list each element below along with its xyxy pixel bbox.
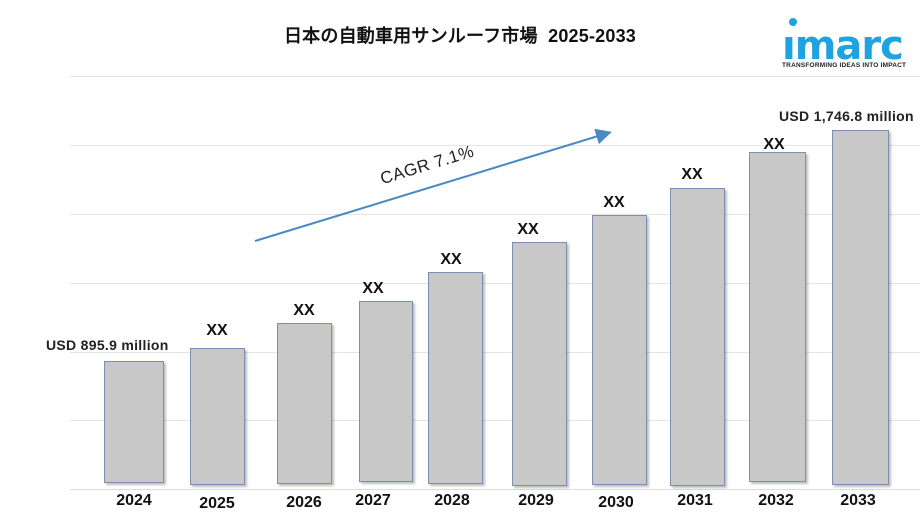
x-axis-label: 2031 [677,492,713,509]
gridline [70,214,920,215]
logo-wordmark: ımarc [782,23,904,69]
logo-tagline: TRANSFORMING IDEAS INTO IMPACT [782,62,907,69]
x-axis-baseline [70,489,920,490]
bar-2033 [832,130,889,485]
end-value-annotation: USD 1,746.8 million [779,108,914,124]
x-axis-label: 2029 [518,492,554,509]
bar-2032 [749,152,806,482]
gridline [70,145,920,146]
bar-value-label: XX [362,280,384,297]
bar-2026 [277,323,332,484]
gridline [70,420,920,421]
bar-value-label: XX [206,322,228,339]
x-axis-label: 2027 [355,492,391,509]
bar-2024 [104,361,164,483]
x-axis-label: 2028 [434,492,470,509]
bar-value-label: XX [763,136,785,153]
x-axis-label: 2033 [840,492,876,509]
chart-title-text: 日本の自動車用サンルーフ市場 [283,26,538,46]
bar-value-label: XX [681,166,703,183]
x-axis-label: 2026 [286,494,322,511]
x-axis-label: 2024 [116,492,152,509]
bar-value-label: XX [440,251,462,268]
bar-2025 [190,348,245,485]
bar-2027 [359,301,413,482]
chart-title-years: 2025-2033 [548,26,636,46]
start-value-annotation: USD 895.9 million [46,337,169,353]
x-axis-label: 2032 [758,492,794,509]
bar-value-label: XX [517,221,539,238]
chart-title: 日本の自動車用サンルーフ市場 2025-2033 [0,22,920,48]
x-axis-label: 2025 [199,495,235,512]
gridline [70,352,920,353]
bar-2030 [592,215,647,485]
imarc-logo: ımarc TRANSFORMING IDEAS INTO IMPACT [780,10,920,74]
bar-value-label: XX [603,194,625,211]
gridline [70,283,920,284]
x-axis-label: 2030 [598,494,634,511]
gridline [70,76,920,77]
logo-dot-icon [789,18,797,26]
bar-value-label: XX [293,302,315,319]
bar-2029 [512,242,567,486]
bar-2031 [670,188,725,486]
bar-2028 [428,272,483,484]
